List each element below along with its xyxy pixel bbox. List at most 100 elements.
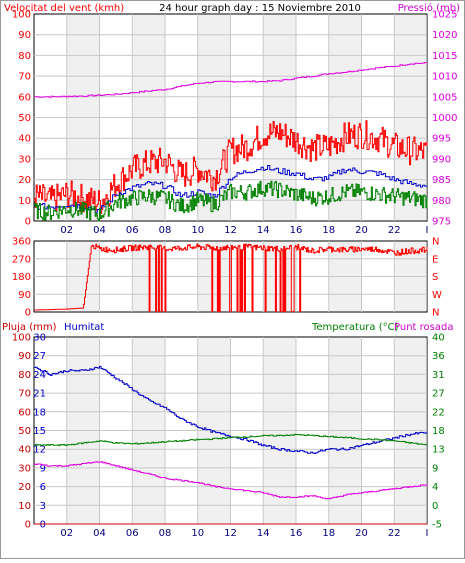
- wind-direction-series-line: [34, 243, 428, 313]
- x-tick-label: 12: [224, 528, 237, 539]
- rain-axis-title: Pluja (mm): [2, 322, 57, 333]
- x-tick-label: 16: [290, 528, 303, 539]
- x-tick-label: 10: [191, 225, 204, 236]
- dewpoint-series-line: [34, 461, 428, 500]
- x-tick-label: 02: [60, 528, 73, 539]
- x-tick-label: 22: [388, 225, 401, 236]
- y-left-tick-label-secondary: 18: [33, 407, 46, 418]
- y-left-tick-label: 80: [18, 51, 31, 62]
- y-right-tick-label: 985: [432, 175, 451, 186]
- y-left-tick-label-secondary: 9: [40, 463, 46, 474]
- temperature-axis-title: Temperatura (°C): [311, 322, 399, 333]
- x-tick-label: 22: [388, 528, 401, 539]
- y-left-tick-label: 60: [18, 407, 31, 418]
- x-tick-label: 04: [93, 225, 106, 236]
- rain-humidity-temp-panel: 0102030405060708090100036912151821242730…: [12, 333, 445, 540]
- x-tick-label: 06: [126, 225, 139, 236]
- x-tick-label: I: [426, 528, 429, 539]
- y-right-tick-label: 1005: [432, 92, 457, 103]
- x-tick-label: 02: [60, 225, 73, 236]
- humidity-axis-title: Humitat: [64, 322, 104, 333]
- y-right-tick-label: 1010: [432, 72, 457, 83]
- y-right-tick-label: -5: [432, 520, 442, 531]
- y-right-tick-label: 975: [432, 217, 451, 228]
- x-tick-label: 16: [290, 225, 303, 236]
- y-right-tick-label: 1025: [432, 10, 457, 21]
- y-left-tick-label-secondary: 15: [33, 426, 46, 437]
- y-left-tick-label: 90: [18, 30, 31, 41]
- x-tick-label: 18: [322, 225, 335, 236]
- y-right-tick-label: N: [432, 237, 439, 248]
- dewpoint-axis-title: Punt rosada: [394, 322, 453, 333]
- y-right-tick-label: 40: [432, 333, 445, 344]
- y-left-tick-label-secondary: 27: [33, 351, 46, 362]
- y-left-tick-label: 10: [18, 501, 31, 512]
- y-right-tick-label: 36: [432, 351, 445, 362]
- x-tick-label: 14: [257, 225, 270, 236]
- chart-title: 24 hour graph day : 15 Noviembre 2010: [159, 3, 361, 14]
- y-left-tick-label: 80: [18, 370, 31, 381]
- y-right-tick-label: 18: [432, 426, 445, 437]
- x-tick-label: 04: [93, 528, 106, 539]
- y-left-tick-label: 360: [12, 237, 31, 248]
- y-left-tick-label: 270: [12, 254, 31, 265]
- y-left-tick-label-secondary: 21: [33, 389, 46, 400]
- y-right-tick-label: W: [432, 290, 442, 301]
- y-left-tick-label: 50: [18, 426, 31, 437]
- y-left-tick-label: 10: [18, 196, 31, 207]
- y-left-tick-label-secondary: 24: [33, 370, 46, 381]
- y-left-tick-label: 100: [12, 10, 31, 21]
- y-left-tick-label: 0: [25, 308, 31, 319]
- x-tick-label: 06: [126, 528, 139, 539]
- y-left-tick-label: 50: [18, 113, 31, 124]
- wind-axis-title: Velocitat del vent (kmh): [4, 3, 124, 14]
- x-tick-label: 20: [355, 528, 368, 539]
- y-left-tick-label: 40: [18, 445, 31, 456]
- y-left-tick-label-secondary: 30: [33, 333, 46, 344]
- y-right-tick-label: N: [432, 308, 439, 319]
- y-right-tick-label: 980: [432, 196, 451, 207]
- x-tick-label: 12: [224, 225, 237, 236]
- pressure-series-line: [34, 62, 428, 98]
- y-right-tick-label: 995: [432, 134, 451, 145]
- y-right-tick-label: 9: [432, 463, 438, 474]
- y-left-tick-label: 20: [18, 175, 31, 186]
- y-left-tick-label: 90: [18, 290, 31, 301]
- x-tick-label: 20: [355, 225, 368, 236]
- y-right-tick-label: 1015: [432, 51, 457, 62]
- y-left-tick-label: 70: [18, 72, 31, 83]
- y-right-tick-label: 31: [432, 370, 445, 381]
- y-right-tick-label: 4: [432, 482, 438, 493]
- temperature-series-line: [34, 433, 428, 447]
- pressure-axis-title: Pressió (mb): [398, 2, 460, 14]
- x-tick-label: 10: [191, 528, 204, 539]
- humidity-series-line: [34, 365, 428, 454]
- y-left-tick-label: 0: [25, 217, 31, 228]
- y-left-tick-label: 40: [18, 134, 31, 145]
- y-right-tick-label: 22: [432, 407, 445, 418]
- wind-speed-series-line: [34, 180, 428, 222]
- y-right-tick-label: 1000: [432, 113, 457, 124]
- y-left-tick-label: 60: [18, 92, 31, 103]
- y-left-tick-label: 90: [18, 351, 31, 362]
- y-left-tick-label-secondary: 0: [40, 520, 46, 531]
- y-left-tick-label: 20: [18, 482, 31, 493]
- x-tick-label: 08: [159, 225, 172, 236]
- y-right-tick-label: E: [432, 254, 438, 265]
- y-left-tick-label: 100: [12, 333, 31, 344]
- x-tick-label: 08: [159, 528, 172, 539]
- x-tick-label: I: [426, 225, 429, 236]
- x-tick-label: 14: [257, 528, 270, 539]
- wind-gust-series-line: [34, 120, 428, 214]
- y-left-tick-label: 30: [18, 154, 31, 165]
- wind-pressure-panel: 0102030405060708090100975980985990995100…: [12, 10, 458, 237]
- y-left-tick-label-secondary: 12: [33, 445, 46, 456]
- y-left-tick-label: 0: [25, 520, 31, 531]
- y-left-tick-label: 30: [18, 463, 31, 474]
- y-right-tick-label: 1020: [432, 30, 457, 41]
- y-right-tick-label: 13: [432, 445, 445, 456]
- y-right-tick-label: S: [432, 272, 438, 283]
